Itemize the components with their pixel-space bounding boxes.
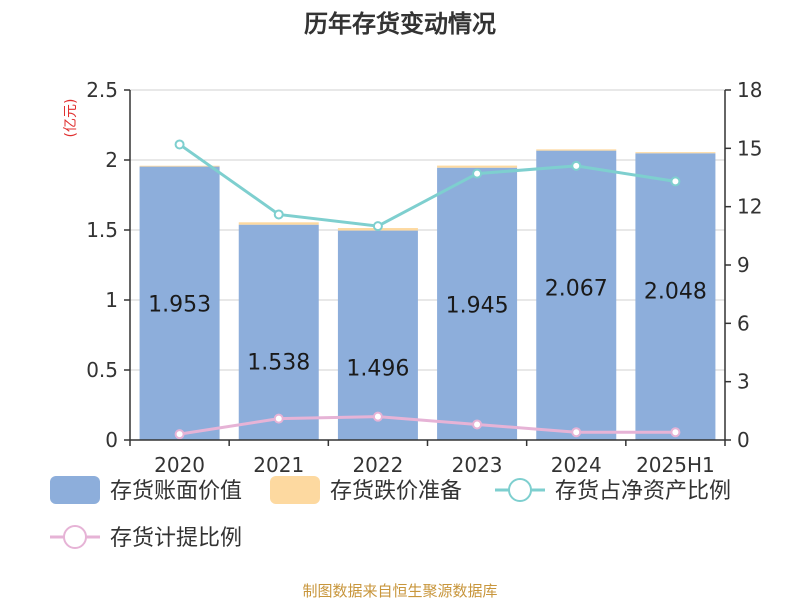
bar-book-value	[635, 153, 716, 440]
bar-book-value	[238, 224, 319, 440]
bar-value-label: 1.945	[446, 294, 509, 319]
grid-lines	[130, 89, 725, 371]
chart-title: 历年存货变动情况	[304, 10, 496, 38]
bar-value-label: 2.067	[545, 277, 608, 302]
line-provision-ratio	[179, 415, 676, 436]
bar-value-label: 1.953	[148, 293, 211, 318]
bar-series	[139, 149, 716, 440]
point-provision-ratio	[670, 427, 681, 438]
right-tick-label: 6	[737, 311, 750, 335]
line-net-asset-ratio	[178, 143, 676, 228]
legend-book-value-label: 存货账面价值	[110, 479, 242, 504]
legend-provision-ratio-marker	[63, 525, 87, 549]
left-tick-label: 2	[105, 148, 118, 172]
point-net-asset-ratio	[472, 168, 483, 179]
bar-impairment	[238, 222, 319, 225]
x-tick-label: 2022	[352, 453, 403, 477]
left-axis-unit: (亿元)	[63, 99, 79, 138]
bar-impairment	[536, 149, 617, 151]
point-net-asset-ratio	[571, 160, 582, 171]
point-net-asset-ratio	[670, 176, 681, 187]
bar-value-label: 1.496	[346, 357, 409, 382]
bar-value-label: 1.538	[247, 351, 310, 376]
right-tick-label: 15	[737, 136, 762, 160]
x-tick-label: 2021	[253, 453, 304, 477]
legend-impairment-label: 存货跌价准备	[330, 479, 462, 504]
bar-value-label: 2.048	[644, 279, 707, 304]
right-tick-label: 18	[737, 78, 762, 102]
left-tick-label: 2.5	[86, 78, 118, 102]
bar-book-value	[437, 167, 518, 440]
point-provision-ratio	[571, 427, 582, 438]
point-net-asset-ratio	[174, 139, 185, 150]
bar-value-labels: 1.953 1.538 1.496 1.945 2.067 2.048	[148, 277, 707, 382]
point-net-asset-ratio	[372, 221, 383, 232]
bar-impairment	[437, 165, 518, 168]
bar-impairment	[635, 152, 716, 154]
left-tick-label: 1	[105, 288, 118, 312]
left-tick-label: 0.5	[86, 358, 118, 382]
right-axis-unit: %	[797, 85, 800, 98]
left-tick-label: 0	[105, 428, 118, 452]
left-tick-label: 1.5	[86, 218, 118, 242]
point-net-asset-ratio	[273, 209, 284, 220]
bar-book-value	[139, 166, 220, 440]
x-tick-label: 2020	[154, 453, 205, 477]
x-tick-label: 2025H1	[636, 453, 715, 477]
right-tick-label: 3	[737, 370, 750, 394]
bar-book-value	[337, 230, 418, 440]
right-tick-label: 0	[737, 428, 750, 452]
legend-impairment-swatch	[270, 476, 320, 504]
bar-impairment	[139, 165, 220, 167]
axes: 0 0.5 1 1.5 2 2.5 0 3 6 9 12 15 18 2020 2021 2022 2023 20…	[86, 78, 762, 477]
legend-net-asset-ratio-marker	[508, 478, 532, 502]
x-tick-label: 2023	[452, 453, 503, 477]
legend-net-asset-ratio-label: 存货占净资产比例	[555, 479, 731, 504]
line-series	[174, 139, 681, 440]
point-provision-ratio	[472, 419, 483, 430]
right-tick-label: 12	[737, 195, 762, 219]
point-provision-ratio	[174, 429, 185, 440]
x-tick-label: 2024	[551, 453, 602, 477]
source-note: 制图数据来自恒生聚源数据库	[302, 582, 497, 600]
bar-book-value	[536, 150, 617, 440]
point-provision-ratio	[372, 411, 383, 422]
right-tick-label: 9	[737, 253, 750, 277]
legend-provision-ratio-label: 存货计提比例	[110, 526, 242, 551]
legend-book-value-swatch	[50, 476, 100, 504]
point-provision-ratio	[273, 413, 284, 424]
